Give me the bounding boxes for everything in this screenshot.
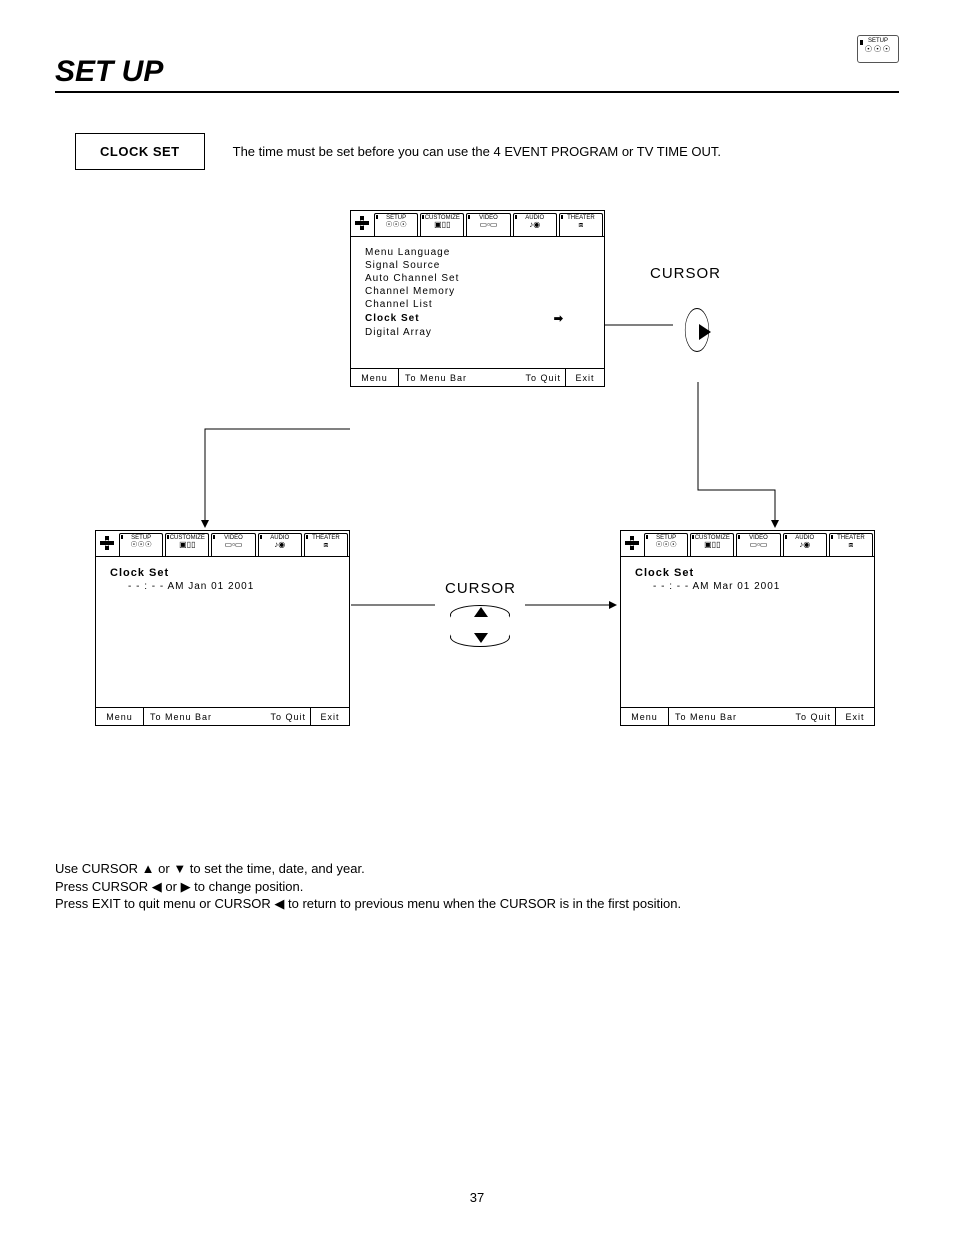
clock-set-box: CLOCK SET: [75, 133, 205, 170]
foot-quit: To Quit: [514, 369, 566, 387]
foot-quit: To Quit: [259, 708, 311, 726]
instructions: Use CURSOR ▲ or ▼ to set the time, date,…: [55, 860, 899, 913]
tab-row: SETUP☉☉☉ CUSTOMIZE▣▯▯ VIDEO▭▫▭ AUDIO♪◉ T…: [96, 531, 349, 557]
diagram: SETUP☉☉☉ CUSTOMIZE▣▯▯ VIDEO▭▫▭ AUDIO♪◉ T…: [55, 210, 899, 830]
foot-menu: Menu: [621, 708, 669, 726]
instruction-line: Press CURSOR ◀ or ▶ to change position.: [55, 878, 899, 896]
menu-list: Menu Language Signal Source Auto Channel…: [365, 247, 594, 338]
osd-clock-left: SETUP☉☉☉ CUSTOMIZE▣▯▯ VIDEO▭▫▭ AUDIO♪◉ T…: [95, 530, 350, 726]
dpad-icon: [621, 531, 643, 556]
instruction-line: Use CURSOR ▲ or ▼ to set the time, date,…: [55, 860, 899, 878]
clock-title: Clock Set: [110, 567, 339, 579]
osd-body: Clock Set - - : - - AM Jan 01 2001: [96, 557, 349, 707]
menu-item: Menu Language: [365, 247, 594, 258]
tab-customize: CUSTOMIZE▣▯▯: [420, 213, 464, 236]
menu-item: Auto Channel Set: [365, 273, 594, 284]
tab-video: VIDEO▭▫▭: [466, 213, 510, 236]
dpad-icon: [96, 531, 118, 556]
tab-setup: SETUP☉☉☉: [374, 213, 418, 236]
foot-menubar: To Menu Bar: [399, 369, 514, 387]
tab-video: VIDEO▭▫▭: [736, 533, 780, 556]
clock-title: Clock Set: [635, 567, 864, 579]
tab-customize: CUSTOMIZE▣▯▯: [690, 533, 734, 556]
osd-menu: SETUP☉☉☉ CUSTOMIZE▣▯▯ VIDEO▭▫▭ AUDIO♪◉ T…: [350, 210, 605, 387]
arrow-right-icon: ➡: [554, 312, 564, 325]
foot-menu: Menu: [96, 708, 144, 726]
osd-body: Menu Language Signal Source Auto Channel…: [351, 237, 604, 368]
page: SETUP ☉☉☉ SET UP CLOCK SET The time must…: [0, 0, 954, 1235]
clock-row: CLOCK SET The time must be set before yo…: [75, 133, 899, 170]
cursor-label-right: CURSOR: [650, 265, 721, 282]
tab-audio: AUDIO♪◉: [783, 533, 827, 556]
menu-item: Channel List: [365, 299, 594, 310]
foot-exit: Exit: [566, 369, 604, 387]
foot-menubar: To Menu Bar: [144, 708, 259, 726]
tab-theater: THEATER⧈: [304, 533, 348, 556]
cursor-right-icon: [675, 308, 723, 356]
tab-setup: SETUP☉☉☉: [644, 533, 688, 556]
intro-text: The time must be set before you can use …: [233, 144, 721, 159]
menu-item-selected: Clock Set ➡: [365, 312, 594, 325]
page-number: 37: [0, 1190, 954, 1205]
foot-menubar: To Menu Bar: [669, 708, 784, 726]
menu-item: Signal Source: [365, 260, 594, 271]
title-rule: [55, 91, 899, 93]
tab-theater: THEATER⧈: [829, 533, 873, 556]
osd-footer: Menu To Menu Bar To Quit Exit: [621, 707, 874, 725]
tab-audio: AUDIO♪◉: [258, 533, 302, 556]
tab-customize: CUSTOMIZE▣▯▯: [165, 533, 209, 556]
setup-badge-knobs: ☉☉☉: [858, 45, 898, 54]
page-title: SET UP: [55, 55, 899, 89]
tab-row: SETUP☉☉☉ CUSTOMIZE▣▯▯ VIDEO▭▫▭ AUDIO♪◉ T…: [351, 211, 604, 237]
tab-theater: THEATER⧈: [559, 213, 603, 236]
cursor-label-ud: CURSOR: [445, 580, 516, 597]
tab-audio: AUDIO♪◉: [513, 213, 557, 236]
tab-video: VIDEO▭▫▭: [211, 533, 255, 556]
tab-row: SETUP☉☉☉ CUSTOMIZE▣▯▯ VIDEO▭▫▭ AUDIO♪◉ T…: [621, 531, 874, 557]
clock-value-left: - - : - - AM Jan 01 2001: [128, 581, 339, 592]
dpad-icon: [351, 211, 373, 236]
osd-footer: Menu To Menu Bar To Quit Exit: [351, 368, 604, 386]
setup-badge: SETUP ☉☉☉: [857, 35, 899, 63]
osd-clock-right: SETUP☉☉☉ CUSTOMIZE▣▯▯ VIDEO▭▫▭ AUDIO♪◉ T…: [620, 530, 875, 726]
instruction-line: Press EXIT to quit menu or CURSOR ◀ to r…: [55, 895, 899, 913]
foot-menu: Menu: [351, 369, 399, 387]
clock-value-right: - - : - - AM Mar 01 2001: [653, 581, 864, 592]
foot-exit: Exit: [311, 708, 349, 726]
menu-item: Digital Array: [365, 327, 594, 338]
foot-quit: To Quit: [784, 708, 836, 726]
osd-body: Clock Set - - : - - AM Mar 01 2001: [621, 557, 874, 707]
tab-setup: SETUP☉☉☉: [119, 533, 163, 556]
foot-exit: Exit: [836, 708, 874, 726]
osd-footer: Menu To Menu Bar To Quit Exit: [96, 707, 349, 725]
menu-item: Channel Memory: [365, 286, 594, 297]
